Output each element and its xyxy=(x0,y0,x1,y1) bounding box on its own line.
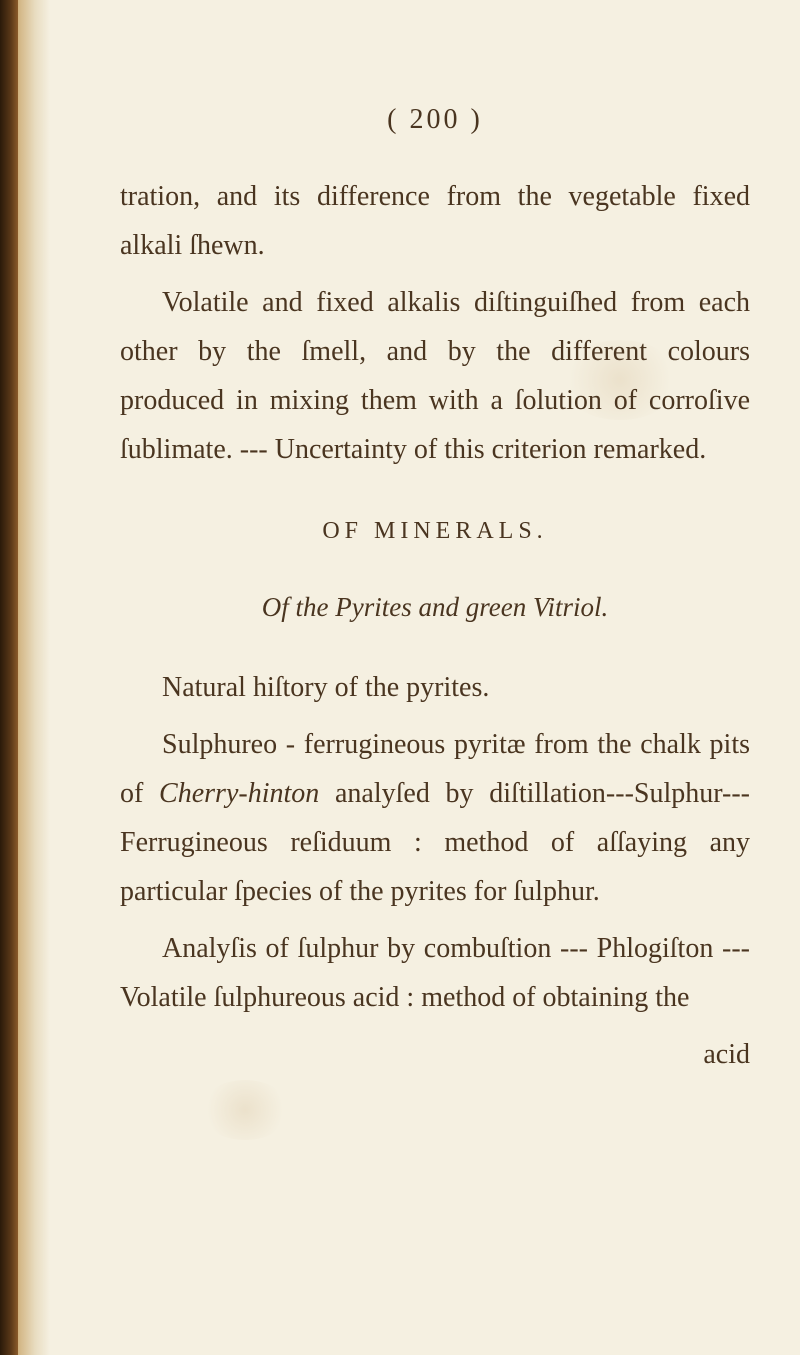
section-heading-minerals: OF MINERALS. xyxy=(120,510,750,552)
page-content: ( 200 ) tration, and its difference from… xyxy=(120,95,750,1079)
paragraph-analysis: Analyſis of ſulphur by combuſtion --- Ph… xyxy=(120,924,750,1022)
paragraph-sulphureo: Sulphureo - ferrugineous pyritæ from the… xyxy=(120,720,750,916)
age-stain xyxy=(200,1080,290,1140)
catchword: acid xyxy=(120,1030,750,1079)
italic-term-cherry-hinton: Cherry-hinton xyxy=(159,778,319,809)
paragraph-continuation: tration, and its difference from the veg… xyxy=(120,172,750,270)
paragraph-volatile: Volatile and fixed alkalis diſtinguiſhed… xyxy=(120,278,750,474)
page-number: ( 200 ) xyxy=(120,95,750,144)
subsection-heading-pyrites: Of the Pyrites and green Vitriol. xyxy=(120,584,750,631)
page-binding-edge xyxy=(0,0,18,1355)
paragraph-natural-history: Natural hiſtory of the pyrites. xyxy=(120,663,750,712)
